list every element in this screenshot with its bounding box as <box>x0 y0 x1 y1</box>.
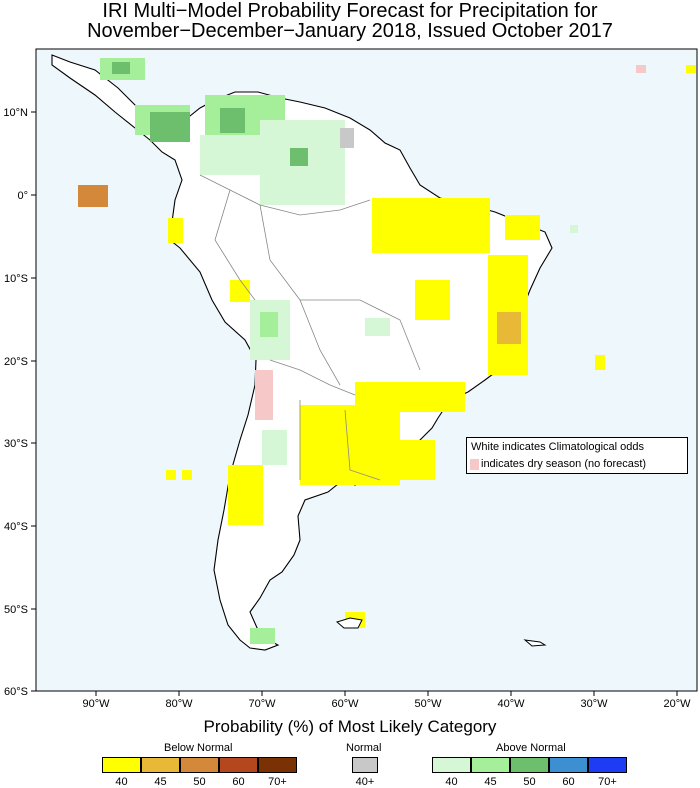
above-normal-value: 50 <box>523 776 536 788</box>
below-normal-swatch <box>102 757 141 773</box>
below-normal-patch <box>686 65 696 73</box>
latitude-label: 10°N <box>3 107 28 119</box>
below-normal-value: 60 <box>232 776 245 788</box>
below-normal-value: 70+ <box>268 776 287 788</box>
normal-swatch <box>352 757 378 773</box>
longitude-label: 20°W <box>663 698 691 710</box>
map-title-line1: IRI Multi−Model Probability Forecast for… <box>102 0 598 22</box>
below-normal-patch <box>78 185 108 207</box>
below-normal-patch <box>168 218 183 243</box>
normal-label: Normal <box>346 742 382 754</box>
longitude-label: 40°W <box>497 698 525 710</box>
below-normal-swatch <box>219 757 258 773</box>
latitude-label: 50°S <box>4 604 28 616</box>
above-normal-patch <box>200 135 260 175</box>
above-normal-patch <box>290 148 308 166</box>
below-normal-value: 40 <box>115 776 128 788</box>
country-borders <box>199 174 421 481</box>
below-normal-patch <box>372 198 490 253</box>
above-normal-patch <box>250 628 275 644</box>
longitude-label: 80°W <box>165 698 193 710</box>
above-normal-swatch <box>510 757 549 773</box>
map-title-line2: November−December−January 2018, Issued O… <box>87 20 613 42</box>
below-normal-patch <box>182 470 192 480</box>
above-normal-swatch <box>432 757 471 773</box>
longitude-labels: 90°W 80°W 70°W 60°W 50°W 40°W 30°W 20°W <box>82 698 691 710</box>
climatology-note: White indicates Climatological odds <box>471 441 645 453</box>
above-normal-patch <box>260 312 278 337</box>
above-normal-swatch <box>549 757 588 773</box>
latitude-label: 0° <box>17 190 28 202</box>
south-georgia-island <box>523 639 547 647</box>
latitude-label: 60°S <box>4 686 28 698</box>
map-frame <box>35 48 698 692</box>
above-normal-value: 60 <box>562 776 575 788</box>
above-normal-patch <box>570 225 578 233</box>
above-normal-label: Above Normal <box>496 742 566 754</box>
above-normal-value: 40 <box>445 776 458 788</box>
longitude-label: 50°W <box>414 698 442 710</box>
above-normal-swatch <box>471 757 510 773</box>
below-normal-label: Below Normal <box>164 742 233 754</box>
below-normal-patch <box>395 440 435 480</box>
above-normal-value: 70+ <box>598 776 617 788</box>
below-normal-value: 45 <box>154 776 167 788</box>
latitude-label: 40°S <box>4 521 28 533</box>
below-normal-patch <box>230 280 250 302</box>
below-normal-value: 50 <box>193 776 206 788</box>
dry-season-patch <box>636 65 646 73</box>
below-normal-swatch <box>258 757 297 773</box>
latitude-label: 30°S <box>4 438 28 450</box>
below-normal-patch <box>595 355 605 370</box>
normal-value: 40+ <box>355 776 375 788</box>
below-normal-patch <box>505 215 540 240</box>
above-normal-patch <box>112 62 130 74</box>
above-normal-patch <box>150 112 190 142</box>
below-normal-patch <box>497 312 521 344</box>
below-normal-swatch <box>141 757 180 773</box>
dry-season-swatch <box>470 459 479 470</box>
below-normal-patch <box>415 280 450 320</box>
forecast-patches <box>78 58 696 644</box>
dry-season-patch <box>255 370 273 420</box>
longitude-label: 70°W <box>248 698 276 710</box>
above-normal-patch <box>262 430 287 465</box>
below-normal-patch <box>228 465 263 525</box>
latitude-label: 10°S <box>4 273 28 285</box>
above-normal-swatch <box>588 757 627 773</box>
falkland-islands <box>335 617 363 629</box>
longitude-label: 60°W <box>331 698 359 710</box>
below-normal-patch <box>300 405 400 485</box>
longitude-label: 90°W <box>82 698 110 710</box>
above-normal-patch <box>365 318 390 336</box>
colorbar-title: Probability (%) of Most Likely Category <box>203 717 497 736</box>
below-normal-patch <box>166 470 176 480</box>
latitude-labels: 10°N 0° 10°S 20°S 30°S 40°S 50°S 60°S <box>3 107 28 698</box>
above-normal-value: 45 <box>484 776 497 788</box>
map-legend-box: White indicates Climatological odds indi… <box>466 437 688 474</box>
longitude-label: 30°W <box>580 698 608 710</box>
dry-season-note: indicates dry season (no forecast) <box>481 458 647 470</box>
latitude-label: 20°S <box>4 356 28 368</box>
normal-patch <box>340 128 354 148</box>
axis-ticks <box>31 111 678 696</box>
below-normal-swatch <box>180 757 219 773</box>
above-normal-patch <box>220 108 245 133</box>
